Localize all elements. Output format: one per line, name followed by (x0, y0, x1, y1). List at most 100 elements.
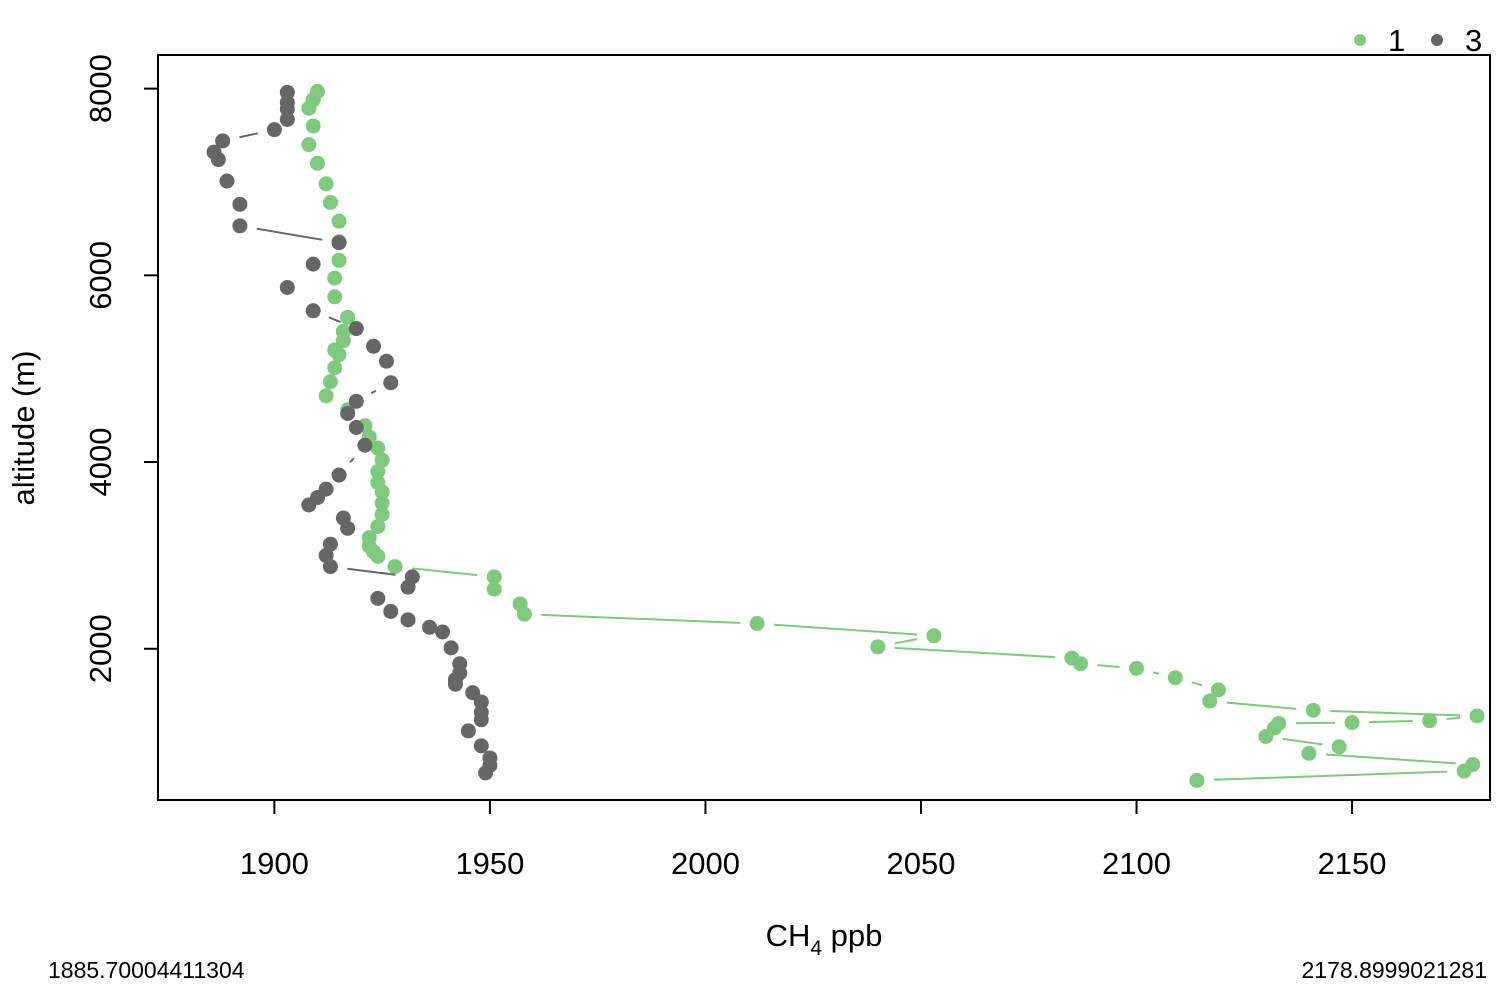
x-tick-label: 1900 (240, 846, 309, 881)
series-3-point (210, 152, 226, 168)
x-tick-label: 2150 (1318, 846, 1387, 881)
series-1-point (749, 616, 765, 632)
series-1-point (374, 484, 390, 500)
series-3-segment (349, 457, 355, 463)
series-3-point (279, 84, 295, 100)
series-3-point (340, 405, 356, 421)
series-1-point (370, 440, 386, 456)
series-3-point (348, 321, 364, 337)
series-3-point (331, 467, 347, 483)
x-axis-label: CH4 ppb (766, 918, 883, 960)
y-tick-label: 2000 (83, 614, 118, 683)
series-1-segment (1152, 671, 1160, 675)
series-1-point (1129, 660, 1145, 676)
legend-label-1: 1 (1388, 23, 1405, 58)
series-3-point (383, 603, 399, 619)
series-1-point (305, 118, 321, 134)
series-1-point (1202, 693, 1218, 709)
x-max-label: 2178.8999021281 (1301, 957, 1487, 983)
series-3-point (232, 196, 248, 212)
y-axis-label: altitude (m) (6, 350, 41, 505)
series-1-point (1456, 763, 1472, 779)
series-1 (301, 83, 1485, 788)
series-3-point (305, 303, 321, 319)
series-3-point (473, 694, 489, 710)
series-layer (206, 83, 1485, 788)
series-1-point (1331, 739, 1347, 755)
series-3-point (348, 420, 364, 435)
series-3-point (473, 712, 489, 728)
y-axis: 2000 4000 6000 8000 (83, 54, 159, 683)
series-1-segment (1330, 709, 1461, 717)
series-3-point (279, 101, 295, 117)
series-1-segment (1097, 664, 1120, 668)
series-1-point (331, 213, 347, 229)
series-1-segment (1226, 701, 1297, 710)
y-tick-label: 6000 (83, 241, 118, 310)
series-1-segment (1446, 716, 1461, 720)
series-1-segment (1369, 720, 1413, 724)
series-3-point (370, 590, 386, 606)
series-3-point (383, 375, 399, 391)
series-1-point (327, 360, 343, 376)
series-1-point (1469, 708, 1485, 724)
series-1-point (370, 548, 386, 564)
series-3-point (422, 619, 438, 635)
y-tick-label: 4000 (83, 428, 118, 497)
series-3-point (215, 133, 231, 149)
series-1-point (1072, 656, 1088, 672)
series-3-point (340, 520, 356, 536)
series-1-point (301, 100, 317, 116)
series-3-point (301, 497, 317, 513)
legend-marker-1 (1354, 34, 1366, 46)
legend-label-3: 3 (1465, 23, 1482, 58)
series-3-point (473, 738, 489, 754)
series-3-point (322, 559, 338, 575)
series-1-point (1167, 670, 1183, 686)
x-tick-label: 2000 (671, 846, 740, 881)
series-1-segment (1213, 770, 1448, 781)
series-3-point (435, 624, 451, 640)
series-3-point (279, 111, 295, 127)
x-min-label: 1885.70004411304 (48, 957, 245, 983)
legend-marker-3 (1431, 34, 1443, 46)
series-3-point (305, 256, 321, 272)
series-3-point (331, 235, 347, 251)
series-1-segment (1295, 721, 1336, 725)
series-1-segment (894, 646, 1055, 659)
series-1-point (340, 309, 356, 325)
series-3-segment (370, 389, 377, 395)
series-1-point (387, 559, 403, 575)
x-tick-label: 2100 (1102, 846, 1171, 881)
series-1-point (1301, 745, 1317, 761)
series-3-point (400, 612, 416, 628)
series-3-point (478, 765, 494, 781)
series-1-point (301, 137, 317, 153)
series-1-point (870, 639, 886, 655)
series-3-segment (347, 567, 396, 576)
series-3-point (357, 437, 373, 453)
series-3-point (279, 279, 295, 295)
series-1-segment (894, 638, 918, 645)
series-3 (206, 84, 498, 781)
series-1-point (374, 495, 390, 511)
series-1-point (516, 606, 532, 622)
series-1-point (1344, 715, 1360, 731)
series-3-point (460, 723, 476, 739)
series-1-segment (1191, 681, 1203, 687)
x-axis: 1900 1950 2000 2050 2100 2150 (240, 799, 1387, 881)
series-1-point (370, 463, 386, 479)
series-1-point (486, 569, 502, 585)
series-1-point (322, 195, 338, 211)
series-1-point (1210, 682, 1226, 698)
series-1-segment (1282, 737, 1323, 746)
series-1-segment (541, 613, 741, 624)
series-1-point (1305, 702, 1321, 718)
series-1-segment (411, 567, 478, 577)
series-3-point (348, 393, 364, 409)
series-3-segment (256, 227, 323, 241)
series-1-point (327, 289, 343, 305)
series-1-point (331, 252, 347, 268)
